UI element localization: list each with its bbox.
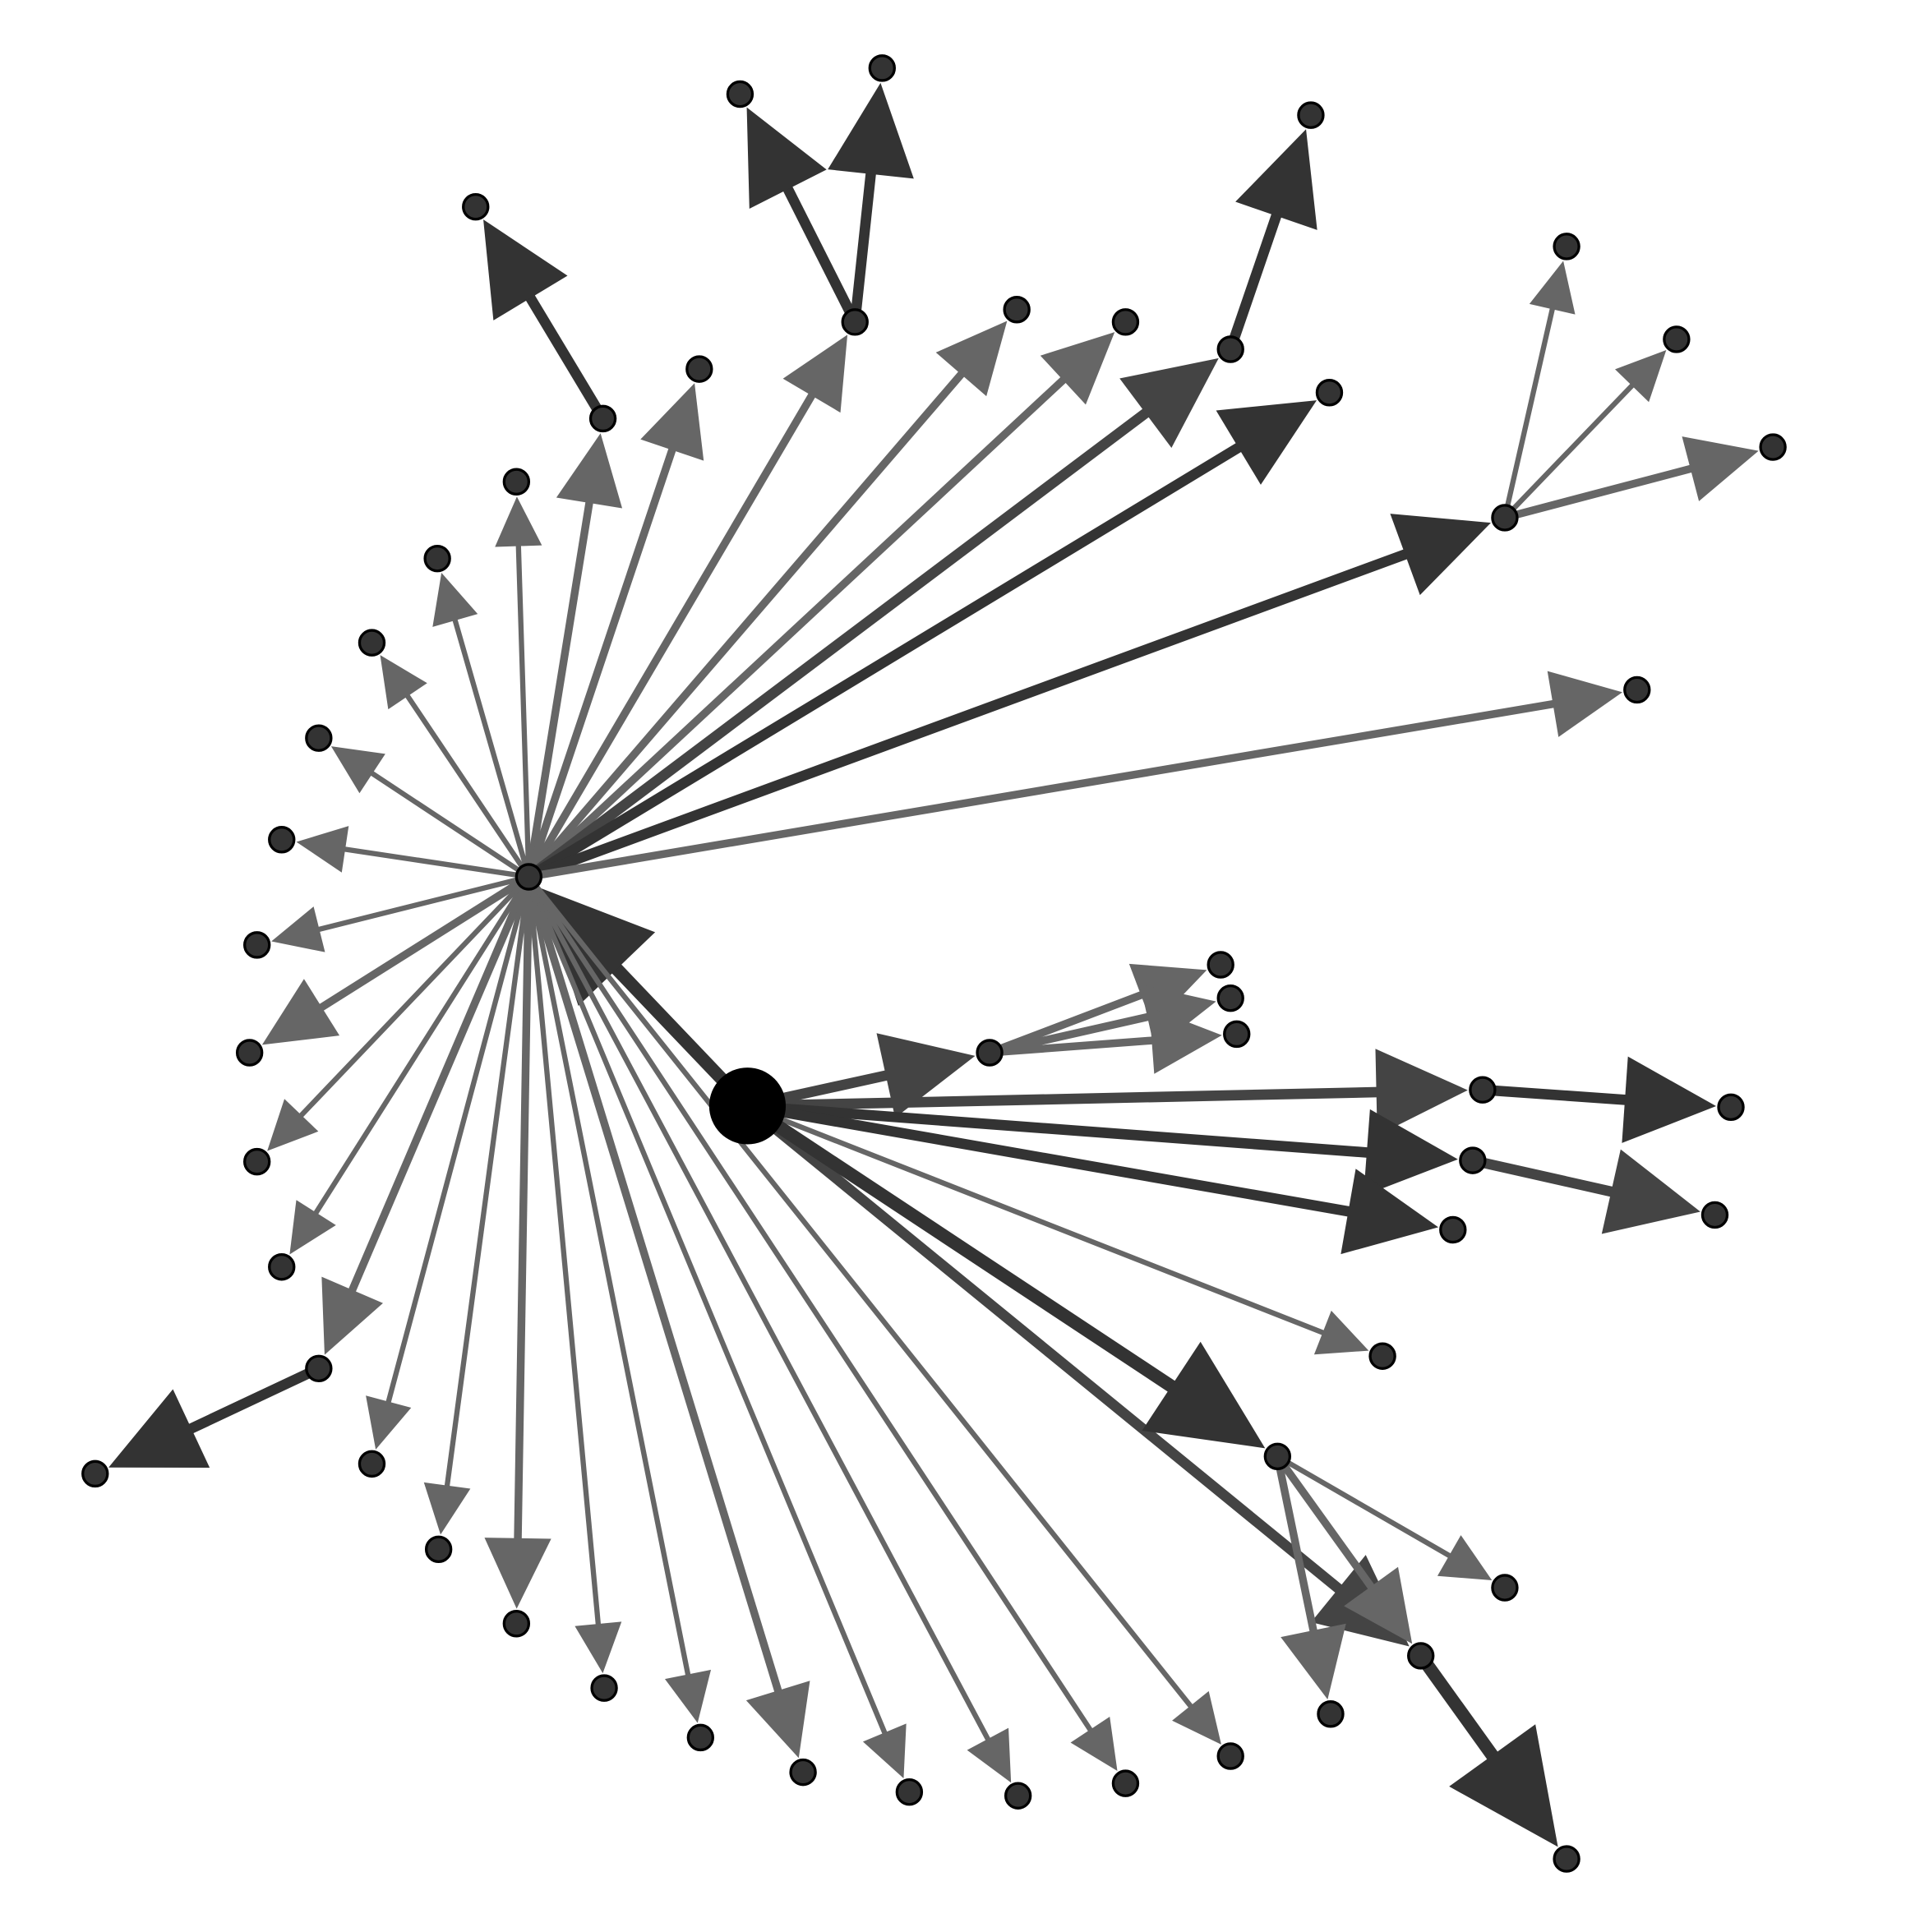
graph-node: [1625, 677, 1650, 702]
graph-node: [307, 1356, 331, 1381]
graph-node: [1702, 1202, 1727, 1227]
graph-node: [504, 469, 528, 494]
graph-node: [1554, 234, 1579, 259]
graph-node: [1225, 1021, 1249, 1046]
graph-node: [245, 933, 270, 957]
graph-node: [464, 195, 488, 219]
graph-node: [688, 1725, 713, 1750]
graph-node: [1218, 986, 1243, 1011]
graph-node: [870, 56, 894, 81]
graph-node: [245, 1150, 270, 1174]
graph-node: [727, 81, 752, 106]
graph-node: [1113, 1771, 1137, 1796]
graph-node: [591, 406, 616, 431]
graph-node: [1719, 1095, 1743, 1119]
graph-node: [1113, 310, 1137, 334]
graph-node: [427, 1537, 451, 1561]
graph-node: [359, 630, 384, 655]
graph-node: [1004, 297, 1029, 322]
graph-node: [307, 726, 331, 750]
graph-node: [270, 1255, 294, 1280]
graph-node: [1370, 1344, 1395, 1368]
graph-node: [842, 310, 867, 334]
graph-node: [1208, 952, 1233, 977]
graph-node: [1265, 1444, 1290, 1469]
graph-node: [1664, 327, 1689, 352]
graph-node: [1218, 337, 1243, 362]
graph-node: [1299, 103, 1323, 127]
graph-node: [977, 1040, 1002, 1065]
root-node: [709, 1067, 786, 1144]
graph-node: [1006, 1783, 1031, 1808]
graph-node: [1218, 1744, 1243, 1768]
graph-node: [1470, 1077, 1495, 1102]
graph-node: [1317, 380, 1341, 405]
hub-node: [516, 865, 541, 889]
graph-node: [1441, 1217, 1465, 1242]
graph-node: [1493, 1575, 1517, 1600]
graph-node: [592, 1676, 616, 1700]
graph-node: [1760, 435, 1785, 459]
graph-node: [1409, 1644, 1433, 1668]
graph-node: [270, 828, 294, 852]
graph-node: [238, 1040, 262, 1065]
graph-node: [83, 1461, 108, 1486]
graph-node: [1460, 1148, 1485, 1173]
graph-node: [1493, 505, 1517, 530]
graph-node: [504, 1612, 528, 1636]
graph-node: [687, 357, 712, 381]
graph-node: [425, 546, 450, 571]
graph-node: [791, 1760, 815, 1785]
graph-node: [897, 1780, 921, 1805]
graph-node: [1318, 1702, 1343, 1727]
graph-node: [359, 1451, 384, 1476]
graph-node: [1554, 1847, 1579, 1871]
